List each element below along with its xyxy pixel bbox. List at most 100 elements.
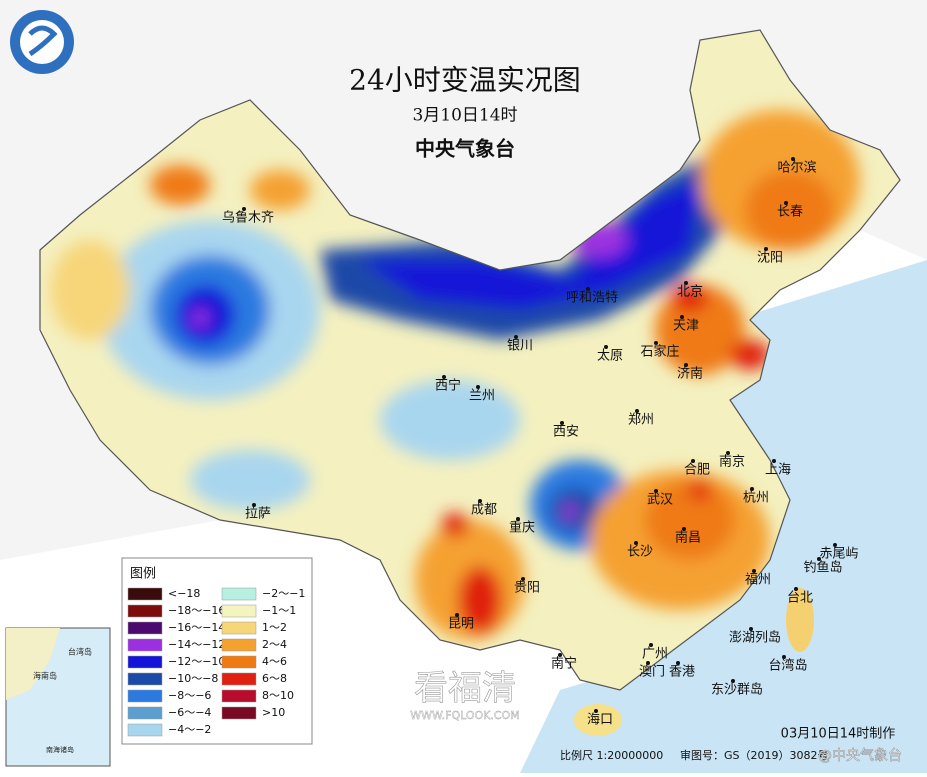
legend-swatch <box>127 638 163 652</box>
city-dot <box>646 661 650 665</box>
city-dot <box>752 569 756 573</box>
city-dot <box>817 557 821 561</box>
city-dot <box>649 643 653 647</box>
city-label: 昆明 <box>448 617 474 632</box>
city-label: 天津 <box>673 319 699 334</box>
legend: <−18 −18〜−16 −16〜−14 −14〜−12 −12〜−10 −10〜−8 −8… <box>127 587 305 737</box>
legend-label: −6〜−4 <box>168 706 211 719</box>
city-dot <box>794 587 798 591</box>
legend-label: 6〜8 <box>262 672 287 685</box>
city-label: 银川 <box>507 339 533 354</box>
made-time: 03月10日14时制作 <box>781 727 896 742</box>
legend-label: 8〜10 <box>262 689 294 702</box>
city-dot <box>604 345 608 349</box>
taiwan <box>786 588 814 652</box>
city-label: 济南 <box>677 366 703 382</box>
legend-label: >10 <box>262 706 285 719</box>
city-dot <box>478 499 482 503</box>
neighbour-land <box>0 0 927 560</box>
city-label: 南昌 <box>675 530 701 546</box>
city-label: 太原 <box>597 349 623 364</box>
scale: 比例尺 1:20000000 <box>560 748 663 762</box>
legend-swatch <box>127 621 163 635</box>
legend-swatch <box>221 655 257 669</box>
city-dot <box>782 655 786 659</box>
city-label: 海口 <box>587 713 613 728</box>
city-dot <box>514 335 518 339</box>
city-dot <box>680 315 684 319</box>
city-dot <box>750 487 754 491</box>
city-dot <box>726 451 730 455</box>
legend-swatch <box>127 655 163 669</box>
city-dot <box>560 421 564 425</box>
legend-label: −16〜−14 <box>168 621 225 634</box>
city-dot <box>442 375 446 379</box>
legend-label: −14〜−12 <box>168 638 225 651</box>
city-dot <box>684 363 688 367</box>
city-dot <box>516 517 520 521</box>
city-dot <box>676 661 680 665</box>
city-label: 钓鱼岛 <box>803 560 842 576</box>
city-label: 西宁 <box>435 378 461 394</box>
city-label: 长春 <box>777 205 803 220</box>
watermark: 看福清 <box>414 669 516 709</box>
city-dot <box>558 653 562 657</box>
city-label: 拉萨 <box>245 507 271 522</box>
city-dot <box>242 207 246 211</box>
city-label: 赤尾屿 <box>819 547 858 562</box>
city-label: 杭州 <box>743 491 769 506</box>
legend-label: −4〜−2 <box>168 723 211 736</box>
city-label: 台湾岛 <box>768 658 807 674</box>
credit: @中央气象台 <box>818 748 902 764</box>
watermark-url: WWW.FQLOOK.COM <box>410 709 519 722</box>
legend-swatch <box>127 672 163 686</box>
city-label: 石家庄 <box>640 344 679 360</box>
issuer: 中央气象台 <box>415 137 515 161</box>
hainan <box>574 704 622 736</box>
city-label: 上海 <box>765 463 791 478</box>
subtitle: 3月10日14时 <box>412 106 517 126</box>
legend-title: 图例 <box>130 567 156 582</box>
city-label: 西安 <box>553 425 579 440</box>
legend-label: −2〜−1 <box>262 587 305 600</box>
city-dot <box>784 201 788 205</box>
city-label: 重庆 <box>509 520 535 536</box>
city-dot <box>691 459 695 463</box>
city-label: 南宁 <box>551 656 577 672</box>
city-dot <box>833 543 837 547</box>
legend-swatch <box>221 604 257 618</box>
city-label: 兰州 <box>469 389 495 404</box>
legend-swatch <box>127 723 163 737</box>
city-label: 合肥 <box>684 463 710 478</box>
city-label: 东沙群岛 <box>711 682 763 698</box>
city-dot <box>731 679 735 683</box>
title: 24小时变温实况图 <box>349 64 581 97</box>
legend-label: −1〜1 <box>262 604 296 617</box>
city-dot <box>252 503 256 507</box>
city-dot <box>635 409 639 413</box>
city-label: 哈尔滨 <box>777 160 816 176</box>
city-dot <box>654 341 658 345</box>
border <box>39 29 901 691</box>
city-label: 成都 <box>471 503 497 518</box>
legend-label: 4〜6 <box>262 655 287 668</box>
legend-swatch <box>127 587 163 601</box>
logo-mark <box>28 25 58 57</box>
city-label: 乌鲁木齐 <box>222 210 274 226</box>
legend-label: −8〜−6 <box>168 689 211 702</box>
inset-label: 台湾岛 <box>68 647 92 657</box>
legend-swatch <box>221 587 257 601</box>
legend-label: −18〜−16 <box>168 604 225 617</box>
legend-swatch <box>221 638 257 652</box>
city-label: 南京 <box>719 454 745 470</box>
city-dot <box>791 157 795 161</box>
city-label: 郑州 <box>628 413 654 428</box>
city-label: 长沙 <box>627 545 653 560</box>
city-label: 呼和浩特 <box>566 291 618 306</box>
legend-swatch <box>127 689 163 703</box>
city-dot <box>455 613 459 617</box>
city-dot <box>634 541 638 545</box>
approval: 审图号：GS（2019）3082号 <box>680 748 829 762</box>
